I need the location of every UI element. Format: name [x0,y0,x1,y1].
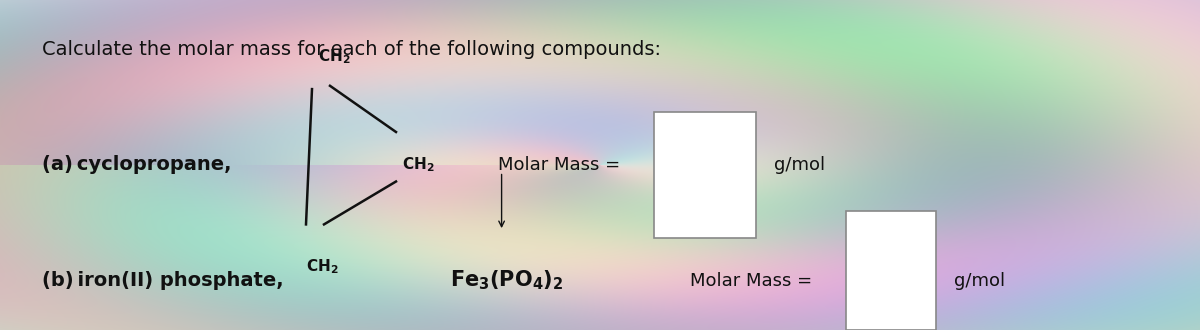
Text: g/mol: g/mol [774,156,826,174]
Text: Calculate the molar mass for each of the following compounds:: Calculate the molar mass for each of the… [42,40,661,59]
Text: (b) iron(II) phosphate,: (b) iron(II) phosphate, [42,271,283,290]
Text: Molar Mass =: Molar Mass = [498,156,620,174]
Text: $\mathbf{Fe_3(PO_4)_2}$: $\mathbf{Fe_3(PO_4)_2}$ [450,269,564,292]
Text: g/mol: g/mol [954,272,1006,289]
Text: (a) cyclopropane,: (a) cyclopropane, [42,155,232,175]
Text: $\mathbf{CH_2}$: $\mathbf{CH_2}$ [402,156,434,174]
Text: $\mathbf{CH_2}$: $\mathbf{CH_2}$ [318,47,350,66]
FancyBboxPatch shape [846,211,936,330]
Text: Molar Mass =: Molar Mass = [690,272,812,289]
Text: $\mathbf{CH_2}$: $\mathbf{CH_2}$ [306,257,338,276]
FancyBboxPatch shape [654,112,756,238]
